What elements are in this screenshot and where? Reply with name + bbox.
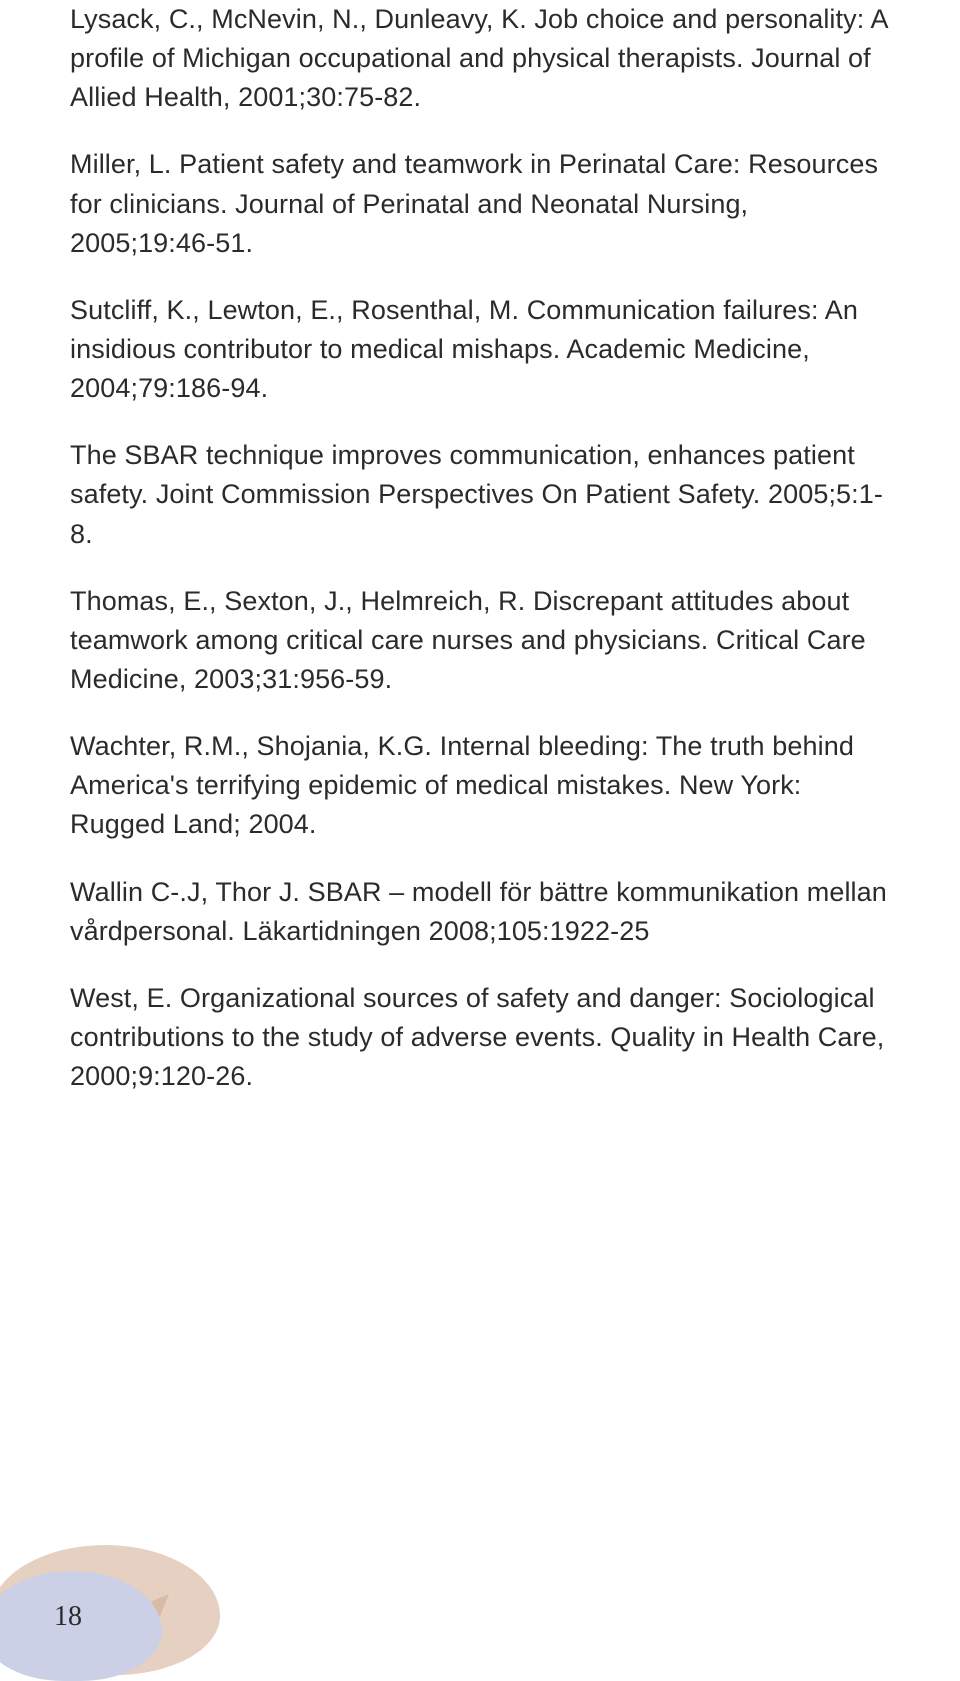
reference-item: Thomas, E., Sexton, J., Helmreich, R. Di…	[70, 582, 890, 699]
reference-item: Miller, L. Patient safety and teamwork i…	[70, 145, 890, 262]
reference-item: Wallin C-.J, Thor J. SBAR – modell för b…	[70, 873, 890, 951]
page-number: 18	[54, 1601, 82, 1633]
reference-item: Sutcliff, K., Lewton, E., Rosenthal, M. …	[70, 291, 890, 408]
reference-item: Lysack, C., McNevin, N., Dunleavy, K. Jo…	[70, 0, 890, 117]
reference-item: West, E. Organizational sources of safet…	[70, 979, 890, 1096]
reference-item: Wachter, R.M., Shojania, K.G. Internal b…	[70, 727, 890, 844]
page-footer-decoration: 18	[0, 1527, 280, 1647]
page: Lysack, C., McNevin, N., Dunleavy, K. Jo…	[0, 0, 960, 1647]
references-list: Lysack, C., McNevin, N., Dunleavy, K. Jo…	[70, 0, 890, 1096]
reference-item: The SBAR technique improves communicatio…	[70, 436, 890, 553]
